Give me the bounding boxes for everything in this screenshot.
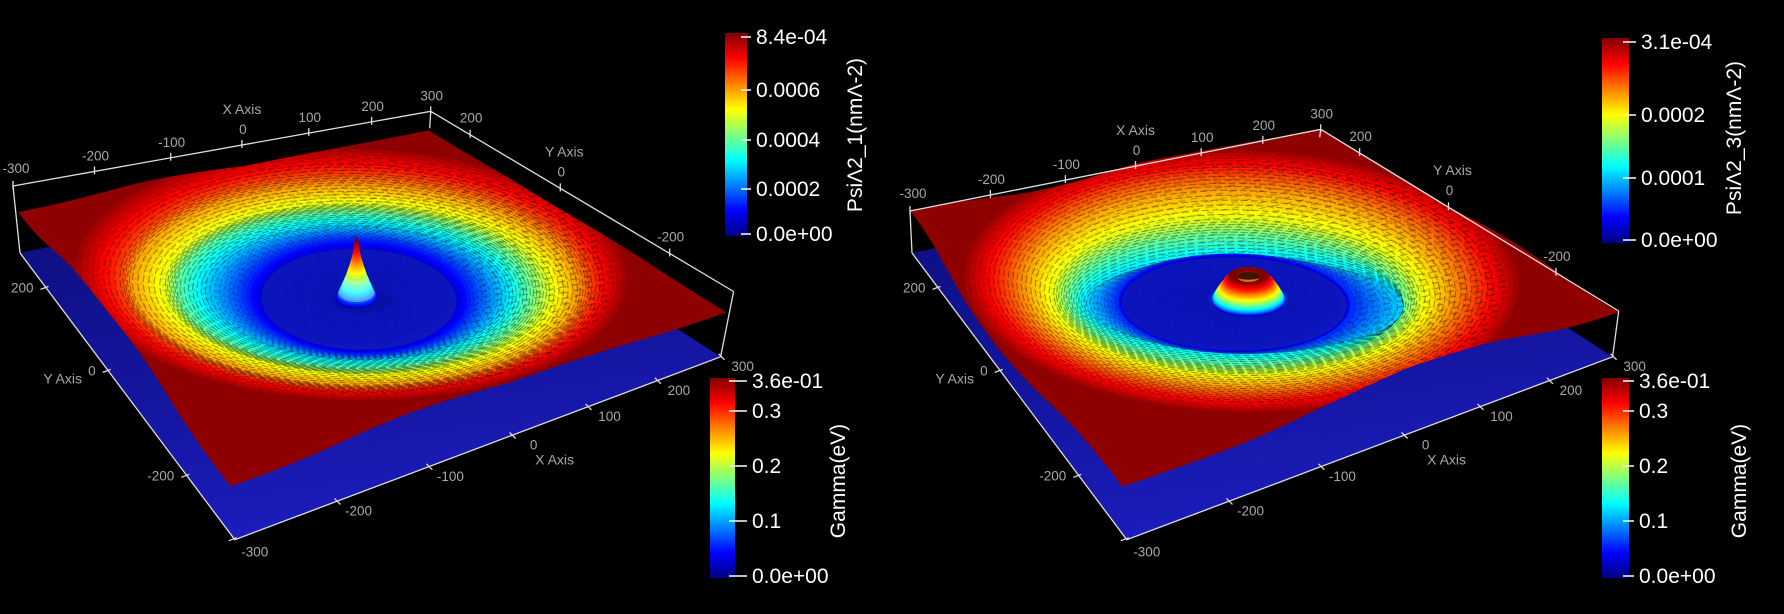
- svg-text:X Axis: X Axis: [1116, 122, 1155, 138]
- svg-text:0.1: 0.1: [1639, 510, 1668, 533]
- svg-text:-200: -200: [1543, 249, 1570, 264]
- svg-text:0: 0: [239, 122, 247, 137]
- svg-text:100: 100: [299, 110, 322, 125]
- svg-text:300: 300: [731, 359, 754, 374]
- svg-text:-100: -100: [437, 469, 464, 484]
- svg-text:300: 300: [1623, 359, 1646, 374]
- svg-text:Gamma(eV): Gamma(eV): [827, 424, 850, 538]
- svg-text:X Axis: X Axis: [535, 452, 574, 468]
- svg-text:-200: -200: [978, 172, 1005, 187]
- svg-text:0.0e+00: 0.0e+00: [756, 223, 833, 246]
- svg-text:0.3: 0.3: [1639, 400, 1668, 423]
- svg-text:-200: -200: [82, 148, 109, 163]
- svg-text:200: 200: [903, 280, 926, 295]
- svg-text:100: 100: [1191, 130, 1214, 145]
- svg-text:0: 0: [558, 164, 566, 179]
- svg-text:-300: -300: [241, 545, 268, 560]
- svg-text:3.1e-04: 3.1e-04: [1641, 31, 1713, 54]
- svg-text:0.0002: 0.0002: [1641, 104, 1705, 127]
- svg-text:Y Axis: Y Axis: [1433, 162, 1472, 178]
- svg-text:PsiΛ2_3(nmΛ-2): PsiΛ2_3(nmΛ-2): [1723, 61, 1746, 215]
- svg-text:200: 200: [1253, 118, 1276, 133]
- svg-text:-100: -100: [1053, 157, 1080, 172]
- svg-text:-100: -100: [158, 135, 185, 150]
- svg-text:0.0e+00: 0.0e+00: [1639, 565, 1716, 588]
- svg-text:0.3: 0.3: [752, 400, 781, 423]
- svg-text:X Axis: X Axis: [1427, 452, 1466, 468]
- svg-text:0.0e+00: 0.0e+00: [752, 565, 829, 588]
- svg-text:0.1: 0.1: [752, 510, 781, 533]
- svg-text:-200: -200: [147, 468, 174, 483]
- svg-text:-200: -200: [1237, 503, 1264, 518]
- svg-text:200: 200: [460, 111, 483, 126]
- svg-text:-300: -300: [899, 186, 926, 201]
- svg-text:0.2: 0.2: [752, 455, 781, 478]
- svg-text:-300: -300: [2, 161, 29, 176]
- svg-text:-100: -100: [1329, 469, 1356, 484]
- svg-text:200: 200: [668, 383, 691, 398]
- svg-text:0.0001: 0.0001: [1641, 167, 1705, 190]
- svg-text:0: 0: [980, 363, 988, 378]
- svg-text:100: 100: [1490, 409, 1513, 424]
- svg-text:0: 0: [1422, 438, 1430, 453]
- svg-text:0.0006: 0.0006: [756, 79, 820, 102]
- svg-text:-300: -300: [1133, 545, 1160, 560]
- svg-text:0: 0: [1446, 183, 1454, 198]
- svg-text:200: 200: [1349, 129, 1372, 144]
- svg-text:Y Axis: Y Axis: [935, 370, 974, 386]
- svg-text:0.0004: 0.0004: [756, 129, 821, 152]
- svg-text:3.6e-01: 3.6e-01: [752, 370, 823, 393]
- svg-text:X Axis: X Axis: [222, 101, 261, 117]
- svg-text:0.0e+00: 0.0e+00: [1641, 229, 1718, 252]
- svg-text:0: 0: [88, 363, 96, 378]
- svg-text:-200: -200: [657, 230, 684, 245]
- svg-text:PsiΛ2_1(nmΛ-2): PsiΛ2_1(nmΛ-2): [844, 58, 867, 212]
- svg-text:-200: -200: [1039, 468, 1066, 483]
- svg-text:Y Axis: Y Axis: [43, 370, 82, 386]
- svg-text:0.2: 0.2: [1639, 455, 1668, 478]
- svg-text:200: 200: [361, 99, 384, 114]
- svg-text:300: 300: [420, 88, 443, 103]
- svg-text:200: 200: [1560, 383, 1583, 398]
- svg-text:-200: -200: [345, 503, 372, 518]
- svg-text:3.6e-01: 3.6e-01: [1639, 370, 1710, 393]
- svg-text:8.4e-04: 8.4e-04: [756, 26, 828, 49]
- svg-text:Y Axis: Y Axis: [545, 143, 584, 159]
- svg-text:0: 0: [530, 438, 538, 453]
- svg-text:0: 0: [1133, 143, 1141, 158]
- svg-text:0.0002: 0.0002: [756, 178, 820, 201]
- svg-text:100: 100: [598, 409, 621, 424]
- svg-text:200: 200: [11, 280, 34, 295]
- svg-text:Gamma(eV): Gamma(eV): [1728, 424, 1751, 538]
- svg-text:300: 300: [1310, 106, 1333, 121]
